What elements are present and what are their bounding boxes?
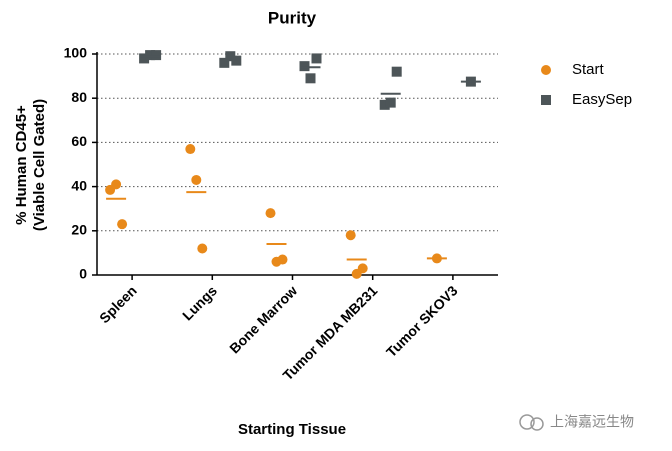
y-tick-label: 80	[71, 89, 87, 105]
data-point	[191, 174, 202, 185]
x-tick-label: Spleen	[96, 282, 140, 326]
data-point	[111, 179, 122, 190]
data-point	[379, 99, 390, 110]
x-tick-label: Tumor SKOV3	[383, 282, 461, 360]
data-point	[265, 208, 276, 219]
data-point	[357, 263, 368, 274]
data-point	[139, 53, 150, 64]
legend-label: Start	[572, 61, 605, 78]
data-point	[185, 144, 196, 155]
legend-marker	[541, 95, 551, 105]
data-point	[117, 219, 128, 230]
chart-title: Purity	[268, 8, 317, 27]
y-axis-label-line: (Viable Cell Gated)	[31, 99, 48, 231]
data-point	[145, 50, 156, 61]
data-point	[311, 53, 322, 64]
data-point	[391, 66, 402, 77]
y-tick-label: 100	[64, 45, 88, 61]
watermark-text: 上海嘉远生物	[550, 414, 634, 430]
y-tick-label: 20	[71, 222, 87, 238]
data-point	[345, 230, 356, 241]
watermark: 上海嘉远生物	[519, 414, 634, 431]
data-point	[305, 73, 316, 84]
x-tick-label: Bone Marrow	[226, 282, 300, 356]
watermark-icon	[519, 414, 535, 430]
data-point	[385, 97, 396, 108]
y-axis-label: % Human CD45+ (Viable Cell Gated)	[13, 99, 48, 231]
data-point	[219, 57, 230, 68]
data-point	[299, 61, 310, 72]
data-point	[151, 50, 162, 61]
x-tick-label: Lungs	[179, 282, 220, 323]
data-point	[225, 51, 236, 62]
watermark-icon	[530, 417, 544, 431]
legend-marker	[541, 65, 551, 75]
y-tick-label: 40	[71, 177, 87, 193]
data-point	[197, 243, 208, 254]
y-tick-label: 60	[71, 133, 87, 149]
x-axis-label: Starting Tissue	[238, 421, 346, 438]
y-axis-label-line: % Human CD45+	[13, 105, 30, 225]
data-point	[277, 254, 288, 265]
y-tick-label: 0	[79, 266, 87, 282]
legend-label: EasySep	[572, 91, 632, 108]
